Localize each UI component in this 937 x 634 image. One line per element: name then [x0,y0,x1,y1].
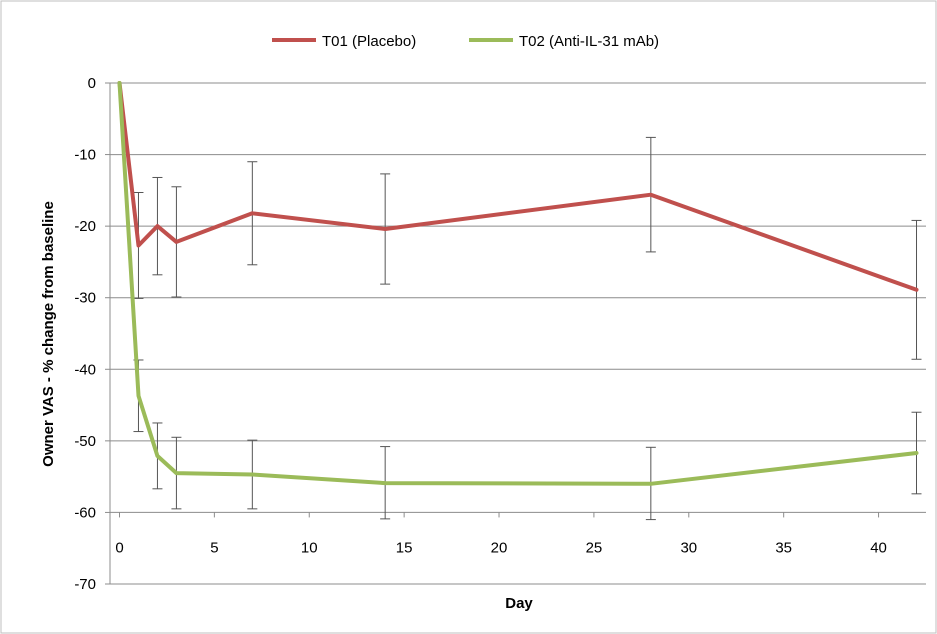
legend: T01 (Placebo) T02 (Anti-IL-31 mAb) [272,33,659,50]
y-tick-label: -50 [74,433,96,450]
axes [105,82,926,585]
x-tick-label: 0 [115,539,123,556]
y-tick-label: -30 [74,290,96,307]
y-tick-label: -20 [74,218,96,235]
y-axis-title: Owner VAS - % change from baseline [40,201,57,467]
x-tick-label: 15 [396,539,413,556]
series-line-t01 [117,81,919,292]
y-tick-label: -40 [74,361,96,378]
legend-label-t02: T02 (Anti-IL-31 mAb) [519,33,659,50]
x-tick-label: 10 [301,539,318,556]
y-tick-label: 0 [88,75,96,92]
y-tick-labels: 0 -10 -20 -30 -40 -50 -60 -70 [74,75,96,593]
x-axis-title: Day [505,595,533,612]
x-tick-label: 40 [870,539,887,556]
y-tick-label: -10 [74,147,96,164]
series-line-t02 [117,81,919,486]
x-tick-label: 20 [491,539,508,556]
x-tick-labels: 0 5 10 15 20 25 30 35 40 [115,539,887,556]
x-tick-label: 25 [586,539,603,556]
y-tick-label: -60 [74,504,96,521]
legend-label-t01: T01 (Placebo) [322,33,416,50]
gridlines [110,82,926,513]
y-tick-label: -70 [74,576,96,593]
x-tick-label: 30 [680,539,697,556]
x-tick-label: 5 [210,539,218,556]
series-lines [117,81,919,486]
x-tick-label: 35 [775,539,792,556]
